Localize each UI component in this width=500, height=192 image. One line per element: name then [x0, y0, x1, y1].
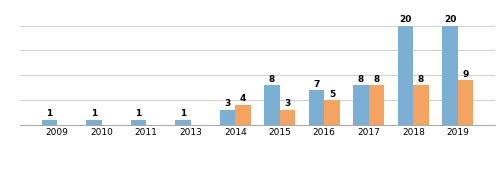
- Bar: [324, 100, 340, 125]
- Bar: [264, 85, 280, 125]
- Text: 5: 5: [329, 89, 335, 98]
- Text: 20: 20: [400, 15, 411, 24]
- Text: 4: 4: [240, 94, 246, 103]
- Bar: [308, 90, 324, 125]
- Bar: [398, 26, 413, 125]
- Text: 8: 8: [358, 75, 364, 84]
- Text: 20: 20: [444, 15, 456, 24]
- Bar: [235, 105, 251, 125]
- Text: 8: 8: [418, 75, 424, 84]
- Text: 1: 1: [180, 109, 186, 118]
- Bar: [458, 80, 473, 125]
- Text: 8: 8: [374, 75, 380, 84]
- Bar: [353, 85, 369, 125]
- Bar: [86, 120, 102, 125]
- Text: 9: 9: [462, 70, 469, 79]
- Bar: [130, 120, 146, 125]
- Bar: [175, 120, 190, 125]
- Text: 3: 3: [224, 99, 230, 108]
- Bar: [42, 120, 57, 125]
- Text: 1: 1: [91, 109, 97, 118]
- Text: 1: 1: [136, 109, 141, 118]
- Bar: [414, 85, 429, 125]
- Bar: [220, 110, 235, 125]
- Text: 7: 7: [314, 80, 320, 89]
- Text: 1: 1: [46, 109, 52, 118]
- Bar: [369, 85, 384, 125]
- Text: 8: 8: [269, 75, 275, 84]
- Text: 3: 3: [284, 99, 290, 108]
- Bar: [280, 110, 295, 125]
- Bar: [442, 26, 458, 125]
